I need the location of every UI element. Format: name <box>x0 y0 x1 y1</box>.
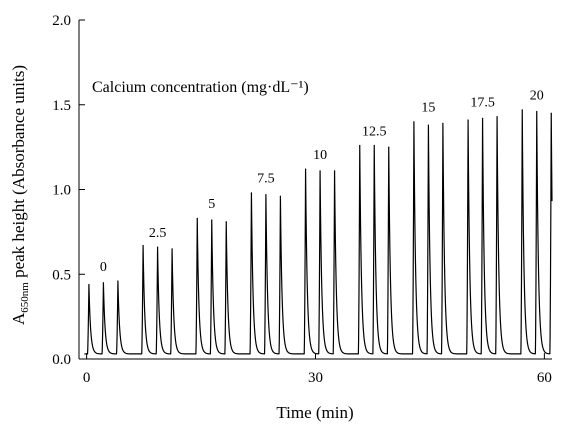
peak-markers <box>88 109 552 285</box>
concentration-label: 7.5 <box>257 172 275 187</box>
concentration-label: 15 <box>421 101 435 116</box>
y-axis-label-rest: peak height (Absorbance units) <box>9 65 28 282</box>
concentration-labels: 0 2.5 5 7.5 10 12.5 15 17.5 20 <box>100 89 544 275</box>
concentration-label: 20 <box>530 89 544 104</box>
chart-title: Calcium concentration (mg·dL⁻¹) <box>92 79 309 96</box>
x-tick-label: 30 <box>308 370 323 386</box>
concentration-label: 10 <box>313 148 327 163</box>
y-tick-label: 2.0 <box>52 13 71 29</box>
x-axis-label: Time (min) <box>276 403 353 422</box>
x-tick-label: 0 <box>83 370 91 386</box>
absorbance-trace <box>84 109 553 355</box>
concentration-label: 0 <box>100 260 107 275</box>
concentration-label: 17.5 <box>470 95 495 110</box>
y-axis-label-main: A <box>9 312 28 325</box>
concentration-label: 5 <box>208 197 215 212</box>
y-tick-label: 0.5 <box>52 267 71 283</box>
concentration-label: 12.5 <box>362 124 387 139</box>
y-tick-label: 1.5 <box>52 98 71 114</box>
y-tick-label: 0.0 <box>52 352 71 368</box>
x-ticks: 0 30 60 <box>83 353 552 386</box>
y-axis-label-subscript: 650nm <box>19 282 31 313</box>
y-axis-label: A650nm peak height (Absorbance units) <box>9 65 31 325</box>
x-tick-label: 60 <box>537 370 552 386</box>
y-tick-label: 1.0 <box>52 183 71 199</box>
y-ticks: 0.0 0.5 1.0 1.5 2.0 <box>52 13 85 368</box>
concentration-label: 2.5 <box>149 226 167 241</box>
